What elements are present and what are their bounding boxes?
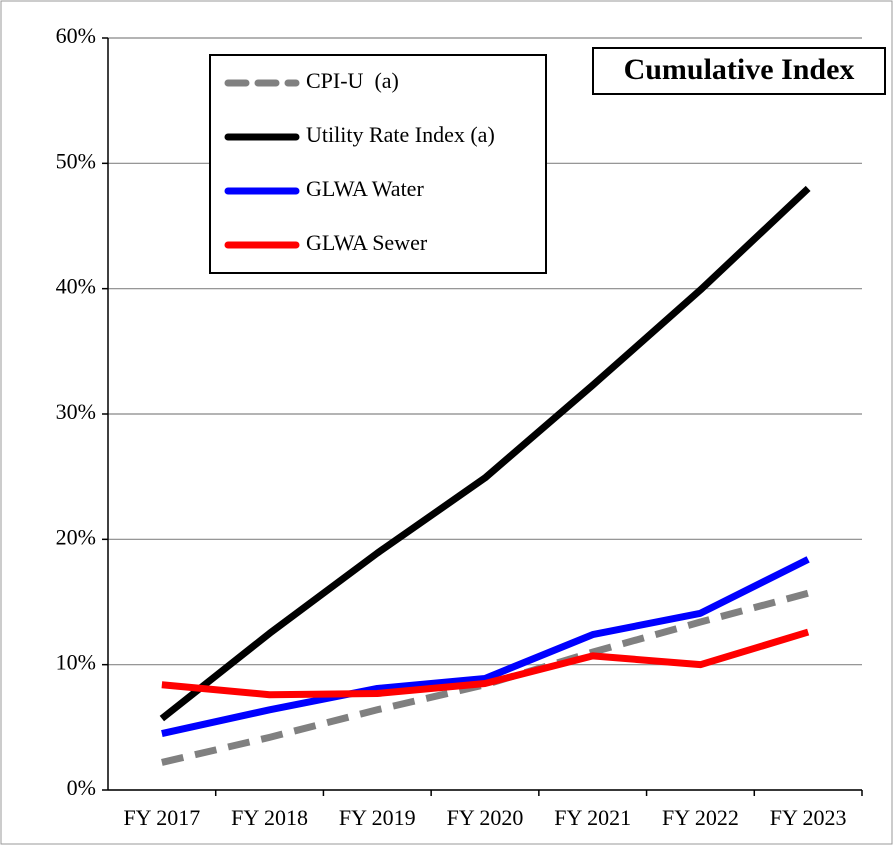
legend-label: Utility Rate Index (a) <box>306 122 495 147</box>
lines <box>159 185 811 766</box>
y-tick-label: 50% <box>56 148 96 173</box>
title-box <box>592 47 886 95</box>
y-tick-label: 10% <box>56 650 96 675</box>
y-tick-label: 60% <box>56 23 96 48</box>
legend-label: GLWA Sewer <box>306 230 428 255</box>
x-tick-label: FY 2020 <box>447 805 524 830</box>
x-tick-label: FY 2023 <box>770 805 847 830</box>
series-line <box>161 589 810 766</box>
y-tick-label: 20% <box>56 524 96 549</box>
series-line <box>161 556 810 738</box>
legend <box>209 54 547 274</box>
y-tick-label: 30% <box>56 399 96 424</box>
y-tick-label: 0% <box>67 775 96 800</box>
grid: 0% 10% 20% 30% 40% 50% 60% FY 2017 FY 2018 FY 201… <box>56 23 863 830</box>
x-tick-label: FY 2019 <box>339 805 416 830</box>
x-tick-label: FY 2022 <box>662 805 739 830</box>
legend-items: CPI-U (a) Utility Rate Index (a) GLWA Wate… <box>224 68 495 255</box>
y-tick-label: 40% <box>56 274 96 299</box>
x-tick-label: FY 2017 <box>123 805 200 830</box>
series-line <box>159 185 811 722</box>
series-line <box>161 628 810 699</box>
x-tick-label: FY 2021 <box>554 805 631 830</box>
chart-title: Cumulative Index <box>624 53 855 86</box>
legend-label: GLWA Water <box>306 176 424 201</box>
x-tick-label: FY 2018 <box>231 805 308 830</box>
legend-label: CPI-U (a) <box>306 68 399 93</box>
